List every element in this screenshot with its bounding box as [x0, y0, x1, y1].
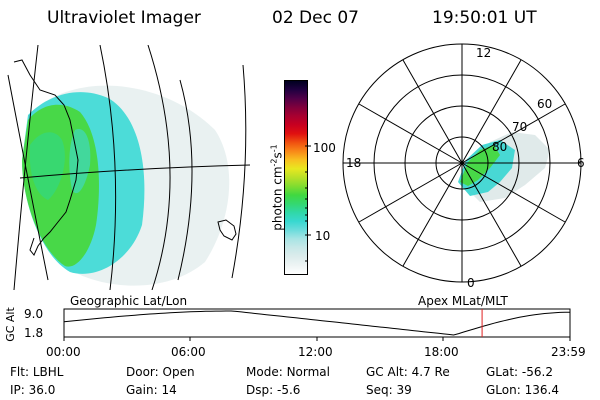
- geographic-map-panel: [7, 45, 251, 290]
- footer-dsp-label: Dsp:: [246, 383, 274, 397]
- footer-mode-value: Normal: [286, 365, 330, 379]
- footer-dsp: Dsp: -5.6: [246, 383, 300, 397]
- footer-seq: Seq: 39: [366, 383, 412, 397]
- polar-aurora-green: [460, 145, 500, 186]
- footer-glon-label: GLon:: [486, 383, 521, 397]
- footer-gain: Gain: 14: [126, 383, 177, 397]
- polar-label-80: 80: [492, 140, 508, 154]
- footer-ip-value: 36.0: [28, 383, 56, 397]
- alt-ylabel: GC Alt: [3, 307, 17, 342]
- footer-gcalt-value: 4.7 Re: [411, 365, 450, 379]
- alt-xtick-4: 23:59: [551, 345, 586, 359]
- footer-seq-value: 39: [396, 383, 412, 397]
- polar-label-6: 6: [577, 156, 585, 170]
- footer-gcalt-label: GC Alt:: [366, 365, 408, 379]
- polar-label-60: 60: [537, 97, 553, 111]
- footer-gain-label: Gain:: [126, 383, 158, 397]
- date-label: 02 Dec 07: [272, 8, 359, 28]
- aurora-green-region: [22, 104, 99, 267]
- footer-door: Door: Open: [126, 365, 195, 379]
- footer-glat: GLat: -56.2: [486, 365, 553, 379]
- alt-xtick-2: 12:00: [298, 345, 333, 359]
- polar-mlat-mlt-plot: [342, 43, 582, 283]
- footer-ip-label: IP:: [10, 383, 25, 397]
- coastline: [13, 59, 79, 256]
- footer-gcalt: GC Alt: 4.7 Re: [366, 365, 450, 379]
- colorbar-gradient: [284, 80, 308, 275]
- footer-glon: GLon: 136.4: [486, 383, 559, 397]
- colorbar-tick-10: 10: [315, 229, 331, 243]
- polar-label-70: 70: [512, 120, 528, 134]
- footer-flt: Flt: LBHL: [10, 365, 63, 379]
- altitude-plot: [63, 308, 571, 341]
- island: [217, 219, 237, 241]
- footer-flt-value: LBHL: [32, 365, 64, 379]
- colorbar-label-exp2: -1: [269, 144, 279, 153]
- polar-label-18: 18: [346, 156, 362, 170]
- colorbar-tick-100: 100: [313, 141, 336, 155]
- apex-panel-label: Apex MLat/MLT: [418, 294, 508, 308]
- footer-dsp-value: -5.6: [276, 383, 301, 397]
- colorbar-label: photon cm-2s-1: [270, 133, 285, 243]
- geographic-panel-label: Geographic Lat/Lon: [70, 294, 188, 308]
- alt-xtick-1: 06:00: [171, 345, 206, 359]
- footer-mode: Mode: Normal: [246, 365, 330, 379]
- footer-glat-value: -56.2: [521, 365, 553, 379]
- instrument-title: Ultraviolet Imager: [47, 8, 201, 28]
- footer-seq-label: Seq:: [366, 383, 393, 397]
- footer-glat-label: GLat:: [486, 365, 519, 379]
- colorbar-label-text: photon cm: [270, 166, 285, 231]
- polar-label-12: 12: [476, 46, 492, 60]
- time-label: 19:50:01 UT: [432, 8, 537, 28]
- colorbar-label-exp1: -2: [269, 158, 279, 167]
- footer-gain-value: 14: [161, 383, 177, 397]
- colorbar-ticks: [305, 145, 311, 262]
- polar-label-0: 0: [467, 276, 475, 290]
- alt-xtick-3: 18:00: [424, 345, 459, 359]
- footer-flt-label: Flt:: [10, 365, 29, 379]
- footer-mode-label: Mode:: [246, 365, 283, 379]
- colorbar-label-s: s: [270, 152, 285, 159]
- footer-glon-value: 136.4: [524, 383, 559, 397]
- alt-ymin: 1.8: [24, 326, 44, 340]
- alt-xtick-0: 00:00: [46, 345, 81, 359]
- alt-ymax: 9.0: [24, 307, 44, 321]
- altitude-curve: [63, 310, 571, 336]
- footer-door-value: Open: [162, 365, 195, 379]
- footer-ip: IP: 36.0: [10, 383, 55, 397]
- footer-door-label: Door:: [126, 365, 159, 379]
